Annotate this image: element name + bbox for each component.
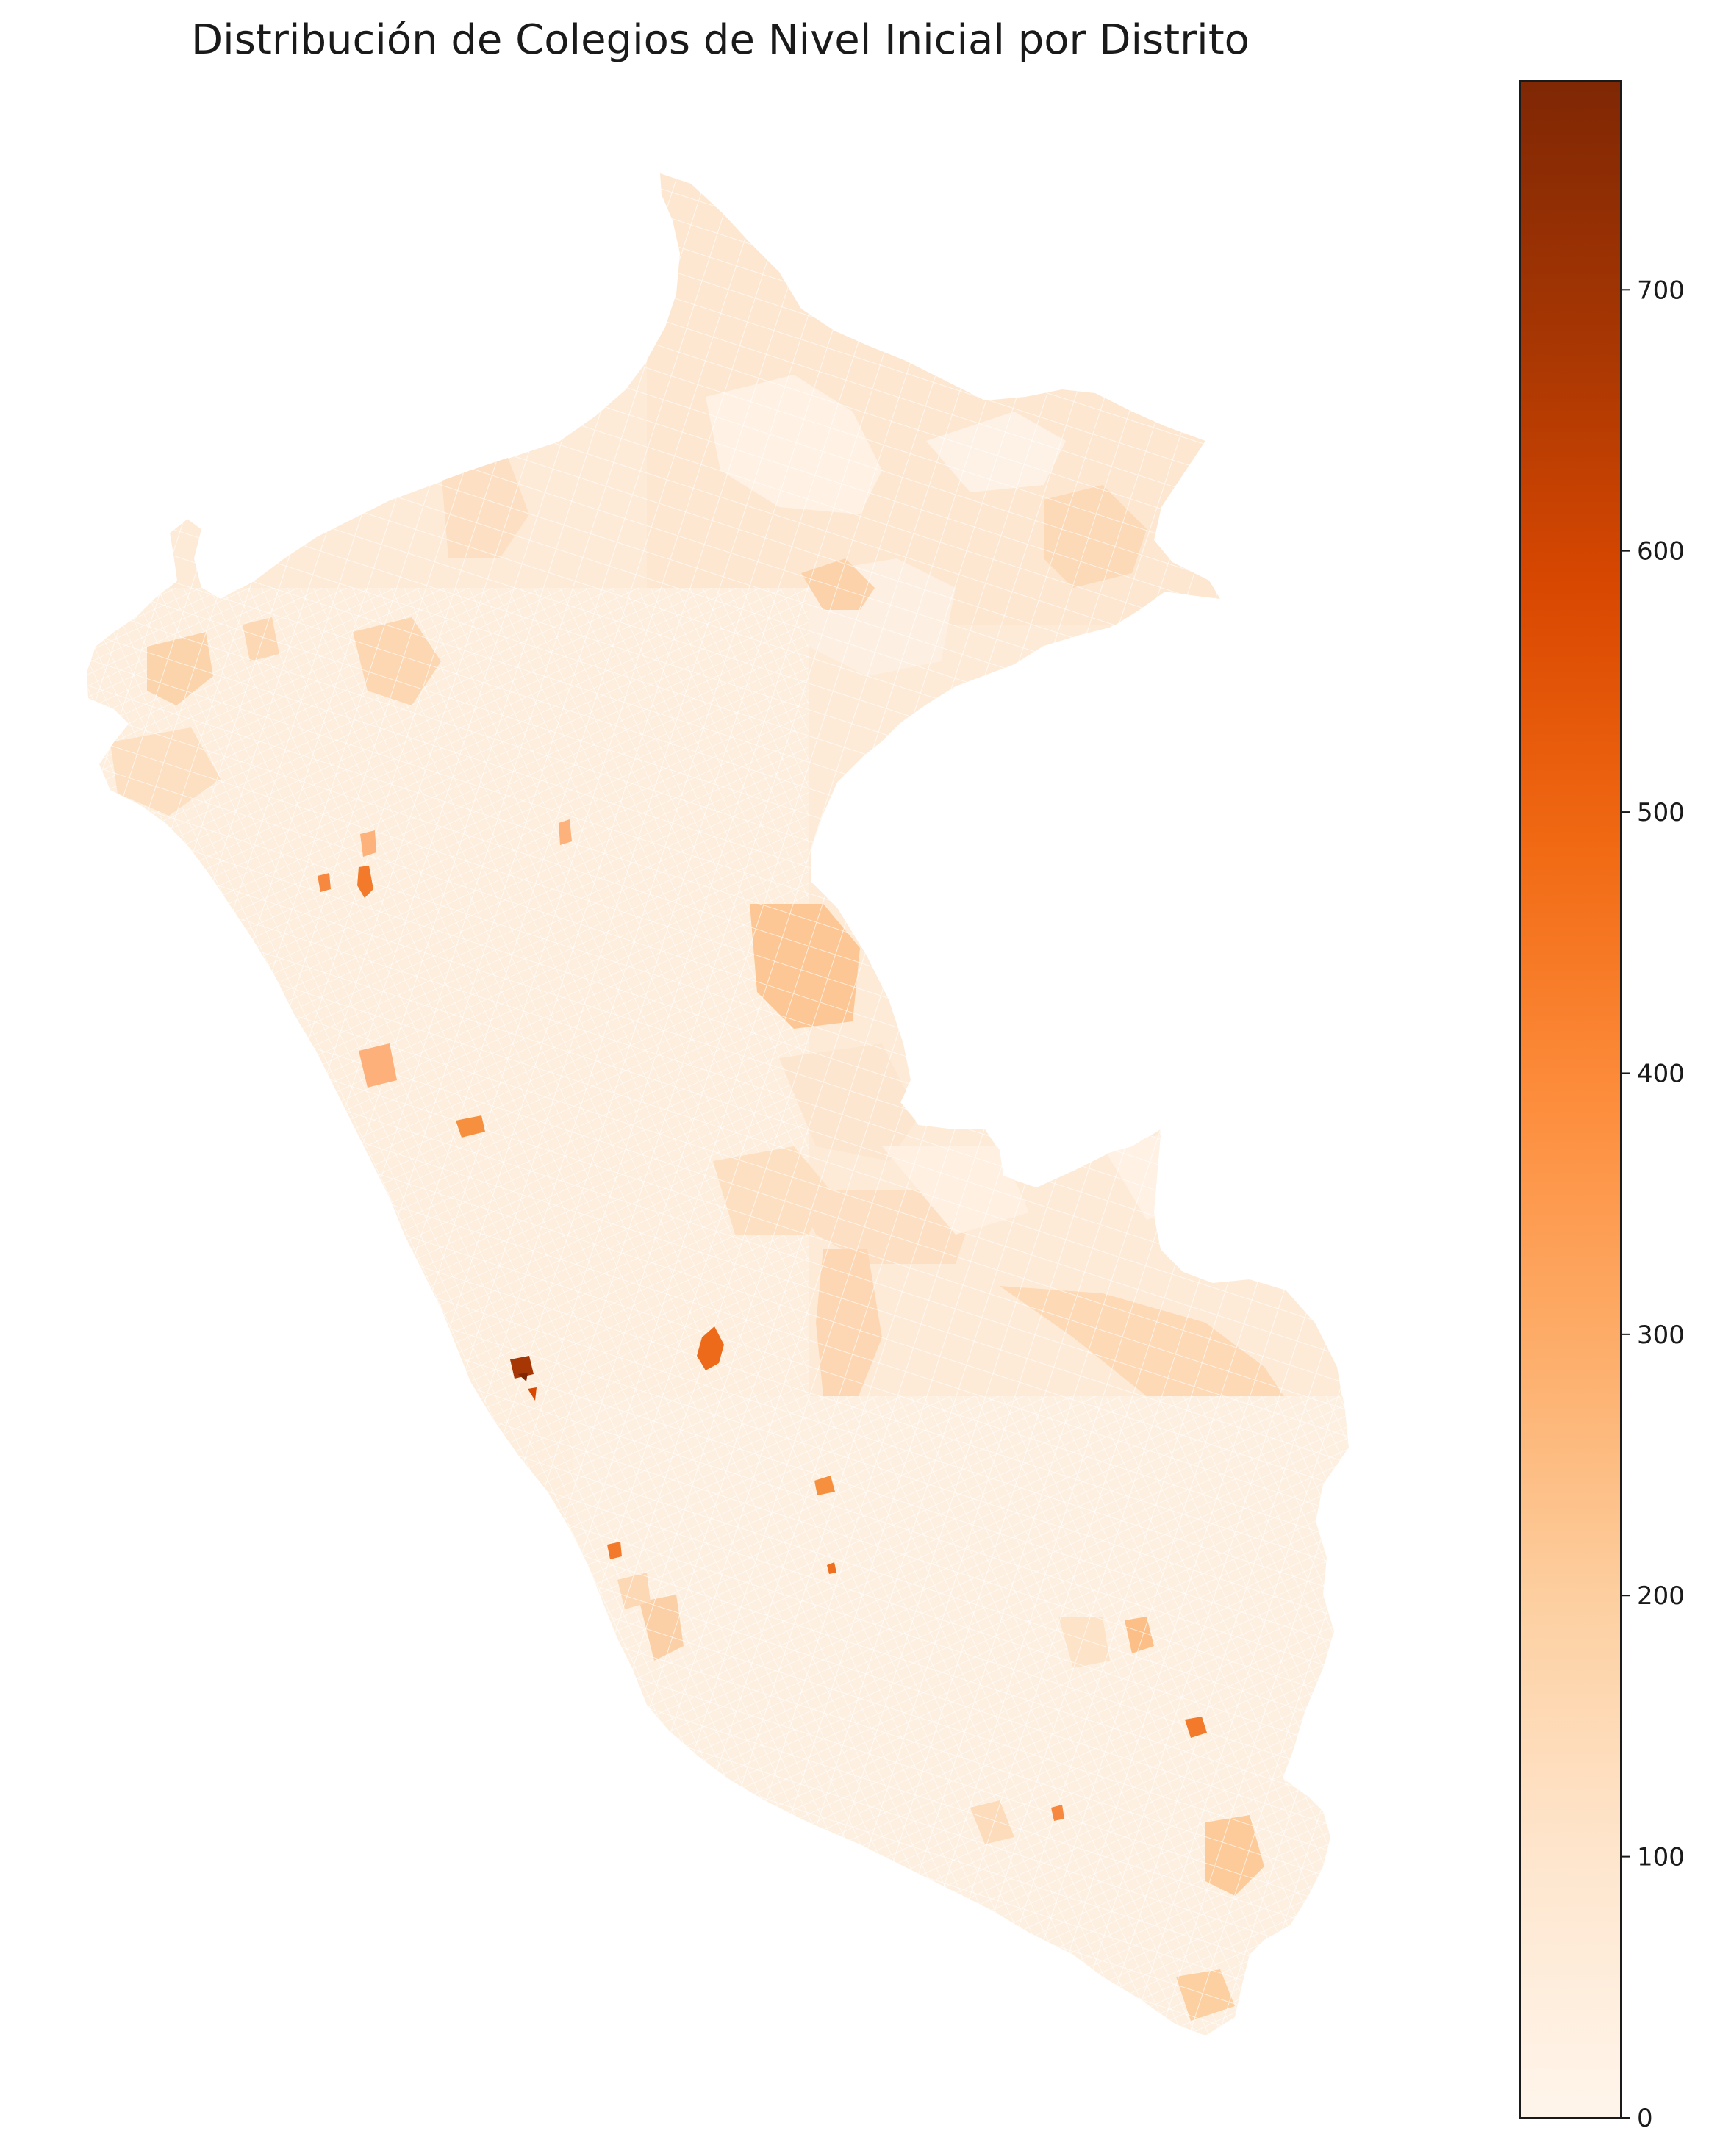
- district-highlight: [1185, 1717, 1207, 1738]
- colorbar-ticks: 0 100 200 300 400 500 600 700: [1621, 276, 1685, 2133]
- district-highlight: [359, 1043, 397, 1088]
- district-highlight: [510, 1356, 534, 1379]
- colorbar-tick-label: 700: [1637, 276, 1685, 305]
- district-highlight: [1051, 1805, 1064, 1821]
- colorbar-tick-label: 300: [1637, 1320, 1685, 1350]
- district-highlight: [559, 819, 572, 845]
- colorbar-tick-label: 0: [1637, 2104, 1653, 2133]
- district-highlight: [518, 1373, 528, 1381]
- district-highlight: [607, 1542, 622, 1559]
- chart-title: Distribución de Colegios de Nivel Inicia…: [191, 16, 1250, 64]
- colorbar-tick-label: 200: [1637, 1581, 1685, 1611]
- district-highlight: [360, 830, 376, 857]
- colorbar-gradient: [1519, 80, 1622, 2119]
- district-highlight: [827, 1562, 836, 1574]
- district-highlight: [697, 1326, 724, 1370]
- district-highlight: [814, 1476, 835, 1495]
- district-highlight: [357, 866, 373, 898]
- colorbar-tick-label: 500: [1637, 798, 1685, 827]
- colorbar-tick-label: 600: [1637, 537, 1685, 567]
- colorbar-tick-label: 400: [1637, 1059, 1685, 1088]
- colorbar-tick-label: 100: [1637, 1843, 1685, 1872]
- district-highlight: [528, 1387, 537, 1401]
- district-highlight: [456, 1115, 485, 1138]
- district-highlight: [318, 873, 331, 892]
